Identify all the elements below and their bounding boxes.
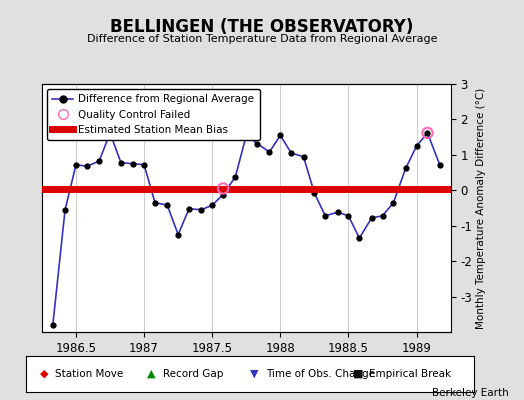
Text: ◆: ◆	[40, 369, 48, 379]
Text: Station Move: Station Move	[56, 369, 124, 379]
Text: BELLINGEN (THE OBSERVATORY): BELLINGEN (THE OBSERVATORY)	[111, 18, 413, 36]
Text: Time of Obs. Change: Time of Obs. Change	[266, 369, 375, 379]
Point	[219, 185, 227, 192]
Text: Empirical Break: Empirical Break	[369, 369, 451, 379]
Text: ▼: ▼	[250, 369, 259, 379]
Text: Berkeley Earth: Berkeley Earth	[432, 388, 508, 398]
Text: ■: ■	[353, 369, 364, 379]
Text: Difference of Station Temperature Data from Regional Average: Difference of Station Temperature Data f…	[87, 34, 437, 44]
Text: ▲: ▲	[147, 369, 156, 379]
Legend: Difference from Regional Average, Quality Control Failed, Estimated Station Mean: Difference from Regional Average, Qualit…	[47, 89, 259, 140]
Point	[423, 130, 432, 136]
Y-axis label: Monthly Temperature Anomaly Difference (°C): Monthly Temperature Anomaly Difference (…	[476, 87, 486, 329]
Text: Record Gap: Record Gap	[163, 369, 223, 379]
